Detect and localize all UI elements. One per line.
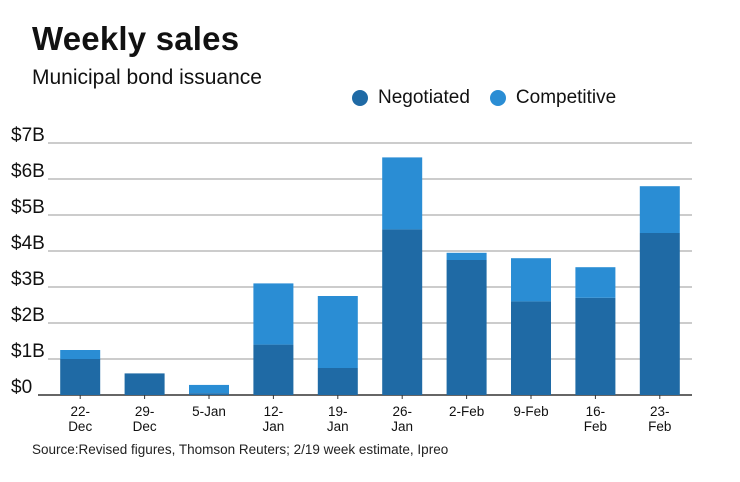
bar-competitive: [189, 384, 229, 394]
x-tick-label: 26-: [392, 404, 412, 419]
x-tick-label: Feb: [648, 419, 671, 434]
bar-negotiated: [253, 344, 294, 395]
bar-competitive: [446, 252, 487, 260]
bar-negotiated: [189, 393, 229, 395]
x-tick-label: 23-: [650, 404, 670, 419]
bar-negotiated: [639, 233, 680, 395]
legend-label-negotiated: Negotiated: [378, 87, 470, 108]
chart-title: Weekly sales: [32, 20, 240, 57]
x-tick-label: Dec: [68, 419, 92, 434]
x-tick-label: 19-: [328, 404, 348, 419]
x-tick-label: 2-Feb: [449, 404, 484, 419]
x-tick-label: 5-Jan: [192, 404, 226, 419]
bar-negotiated: [575, 297, 616, 395]
legend-item-negotiated: Negotiated: [352, 87, 470, 109]
legend-item-competitive: Competitive: [489, 87, 617, 109]
bar-negotiated: [124, 373, 165, 395]
y-tick-label: $7B: [11, 125, 45, 146]
bar-negotiated: [60, 359, 101, 395]
x-tick-label: Jan: [391, 419, 413, 434]
y-tick-label: $3B: [11, 269, 45, 290]
legend-swatch-negotiated: [352, 90, 368, 106]
bar-competitive: [60, 350, 101, 359]
bar-competitive: [639, 186, 680, 233]
x-tick-label: 16-: [586, 404, 606, 419]
y-tick-label: $6B: [11, 161, 45, 182]
bar-negotiated: [511, 301, 551, 395]
y-tick-label: $2B: [11, 305, 45, 326]
chart-legend: Negotiated Competitive: [352, 87, 636, 109]
y-tick-label: $0: [11, 377, 32, 398]
y-tick-label: $1B: [11, 341, 45, 362]
legend-label-competitive: Competitive: [515, 87, 617, 108]
bar-negotiated: [446, 260, 487, 395]
bar-competitive: [317, 296, 358, 368]
x-tick-label: Jan: [263, 419, 285, 434]
bar-competitive: [253, 283, 294, 345]
y-tick-label: $5B: [11, 197, 45, 218]
bar-competitive: [575, 267, 616, 298]
bar-negotiated: [317, 368, 358, 395]
x-tick-label: 12-: [264, 404, 284, 419]
stacked-bar-chart: $0$1B$2B$3B$4B$5B$6B$7B22-Dec29-Dec5-Jan…: [11, 125, 692, 434]
x-tick-label: 29-: [135, 404, 155, 419]
x-tick-label: 9-Feb: [513, 404, 548, 419]
legend-swatch-competitive: [489, 90, 506, 106]
x-tick-label: Feb: [584, 419, 607, 434]
chart-subtitle: Municipal bond issuance: [32, 66, 262, 89]
x-tick-label: 22-: [70, 404, 90, 419]
bar-negotiated: [382, 229, 423, 395]
y-tick-label: $4B: [11, 233, 45, 254]
x-tick-label: Dec: [133, 419, 157, 434]
bar-competitive: [511, 258, 551, 302]
x-tick-label: Jan: [327, 419, 349, 434]
bar-competitive: [382, 157, 423, 230]
source-note: Source:Revised figures, Thomson Reuters;…: [32, 442, 449, 457]
